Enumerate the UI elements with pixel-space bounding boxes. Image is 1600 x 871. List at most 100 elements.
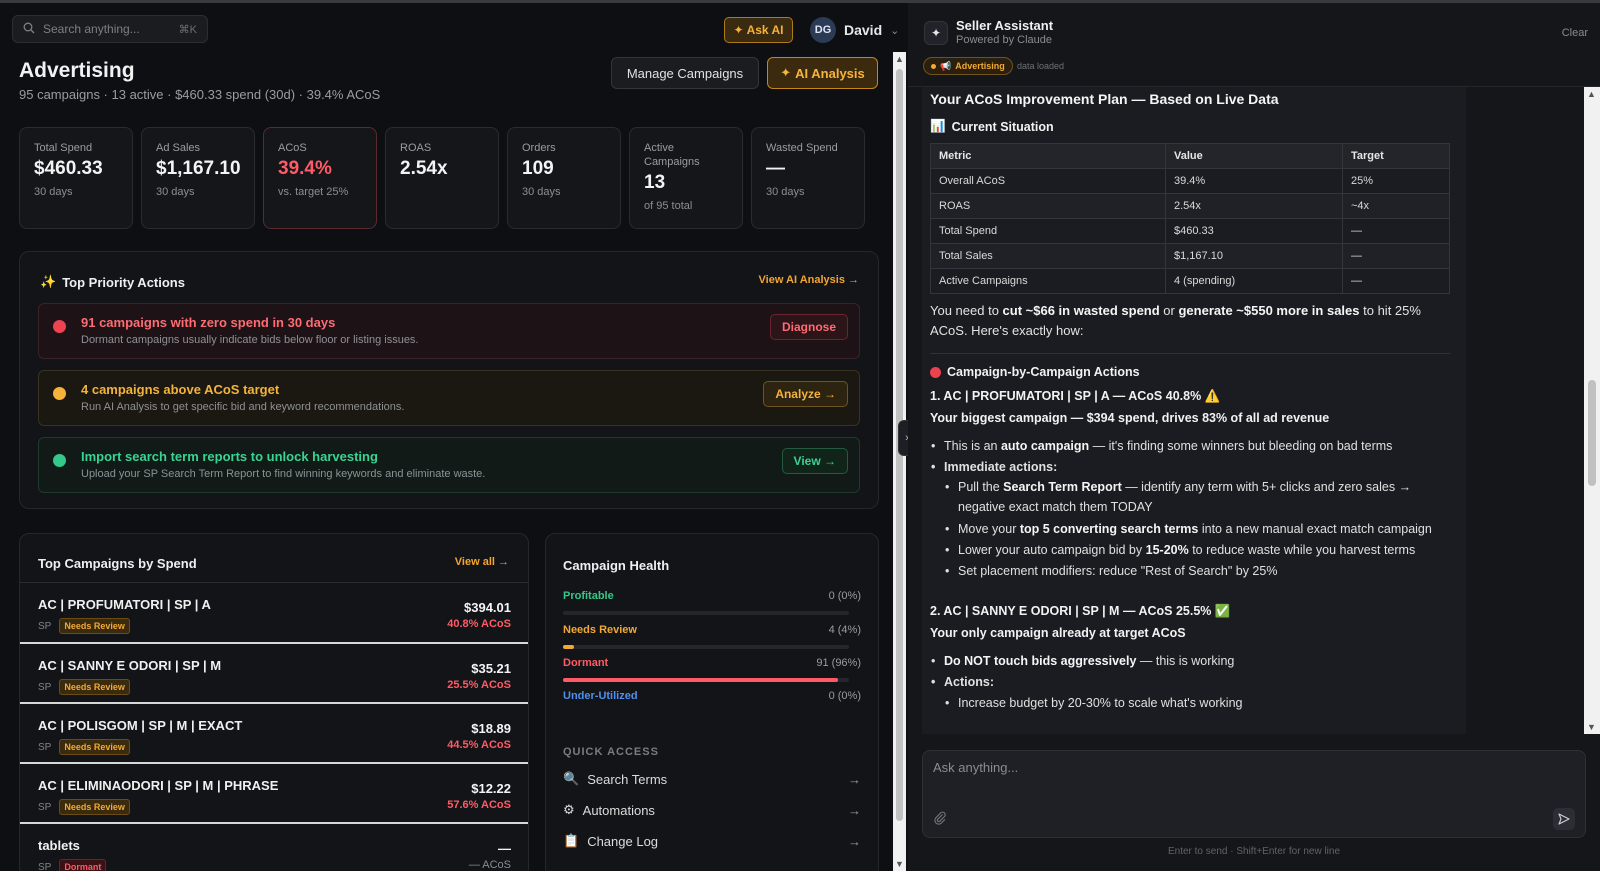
clipboard-icon: 📋 xyxy=(563,833,580,848)
table-row[interactable]: AC | SANNY E ODORI | SP | M SP Needs Rev… xyxy=(20,642,528,702)
send-icon[interactable] xyxy=(1553,808,1575,830)
priority-actions-panel: ✨ Top Priority Actions View AI Analysis … xyxy=(19,251,879,509)
health-bar xyxy=(563,645,849,649)
scroll-up-icon[interactable]: ▲ xyxy=(895,54,904,64)
manage-campaigns-button[interactable]: Manage Campaigns xyxy=(611,57,759,89)
scroll-up-icon[interactable]: ▲ xyxy=(1587,89,1596,99)
table-row[interactable]: AC | ELIMINAODORI | SP | M | PHRASE SP N… xyxy=(20,762,528,822)
chat-scrollbar[interactable]: ▲ ▼ xyxy=(1584,87,1600,734)
attach-icon[interactable] xyxy=(934,811,946,828)
ask-ai-button[interactable]: ✦ Ask AI xyxy=(724,17,793,43)
stat-sub: 30 days xyxy=(34,186,73,198)
stat-label: Ad Sales xyxy=(156,142,201,154)
scroll-down-icon[interactable]: ▼ xyxy=(895,859,904,869)
bold-text: 15-20% xyxy=(1145,543,1189,557)
action-desc: Dormant campaigns usually indicate bids … xyxy=(81,334,419,346)
bullet-item: This is an auto campaign — it's finding … xyxy=(931,436,1450,456)
top-campaigns-panel: Top Campaigns by Spend View all → AC | P… xyxy=(19,533,529,871)
arrow-right-icon: → xyxy=(848,833,861,849)
section-title: Campaign-by-Campaign Actions xyxy=(947,365,1140,379)
search-placeholder: Search anything... xyxy=(43,22,140,36)
stat-ad-sales: Ad Sales $1,167.10 30 days xyxy=(141,127,255,229)
campaign-meta: SP Needs Review xyxy=(38,739,130,755)
table-cell: 4 (spending) xyxy=(1165,268,1343,294)
assistant-message: Your ACoS Improvement Plan — Based on Li… xyxy=(922,87,1466,734)
stat-orders: Orders 109 30 days xyxy=(507,127,621,229)
health-row-profitable[interactable]: Profitable 0 (0%) xyxy=(563,590,861,615)
arrow-right-icon: → xyxy=(848,771,861,787)
global-search[interactable]: Search anything... ⌘K xyxy=(12,15,208,43)
top-campaigns-title: Top Campaigns by Spend xyxy=(38,556,197,571)
campaign-type: SP xyxy=(38,681,52,693)
left-scrollbar[interactable]: ▲ ▼ xyxy=(893,52,906,871)
campaign-acos: 40.8% ACoS xyxy=(447,618,511,630)
ai-analysis-label: AI Analysis xyxy=(795,65,865,81)
stat-label: ACoS xyxy=(278,142,307,154)
chat-input[interactable]: Ask anything... xyxy=(922,750,1586,838)
stat-sub: 30 days xyxy=(766,186,805,198)
stat-value: — xyxy=(766,158,785,179)
view-button[interactable]: View → xyxy=(781,448,848,474)
ai-analysis-button[interactable]: ✦ AI Analysis xyxy=(767,57,878,89)
sub-bullet-item: Move your top 5 converting search terms … xyxy=(945,519,1450,539)
assistant-title: Seller Assistant xyxy=(956,18,1054,33)
health-row-needs-review[interactable]: Needs Review 4 (4%) xyxy=(563,624,861,649)
text: — this is working xyxy=(1136,654,1235,668)
status-badge: Needs Review xyxy=(59,739,130,755)
view-all-link[interactable]: View all → xyxy=(454,556,509,568)
table-row[interactable]: AC | PROFUMATORI | SP | A SP Needs Revie… xyxy=(20,582,528,642)
chevron-right-icon: › xyxy=(905,432,909,444)
status-badge: Needs Review xyxy=(59,799,130,815)
red-circle-icon xyxy=(930,366,941,378)
action-desc: Upload your SP Search Term Report to fin… xyxy=(81,468,486,480)
clear-button[interactable]: Clear xyxy=(1561,27,1588,39)
text: — it's finding some winners but bleeding… xyxy=(1089,439,1393,453)
action-title: 4 campaigns above ACoS target xyxy=(81,382,280,397)
sub-bullet-item: Increase budget by 20-30% to scale what'… xyxy=(945,693,1450,713)
diagnose-button[interactable]: Diagnose xyxy=(769,314,848,340)
campaign-type: SP xyxy=(38,861,52,871)
scroll-down-icon[interactable]: ▼ xyxy=(1587,722,1596,732)
table-cell: Overall ACoS xyxy=(930,168,1166,194)
bold-text: cut ~$66 in wasted spend xyxy=(1002,303,1160,318)
quick-access-automations[interactable]: ⚙ Automations → xyxy=(563,802,861,818)
status-dot-icon xyxy=(931,63,936,69)
bullet-item: Immediate actions: xyxy=(931,457,1057,477)
campaign-type: SP xyxy=(38,620,52,632)
stat-value: 39.4% xyxy=(278,158,332,179)
context-tag-label: Advertising xyxy=(955,61,1005,71)
scroll-thumb[interactable] xyxy=(1588,380,1596,486)
table-row[interactable]: AC | POLISGOM | SP | M | EXACT SP Needs … xyxy=(20,702,528,762)
health-row-dormant[interactable]: Dormant 91 (96%) xyxy=(563,657,861,682)
table-cell: ROAS xyxy=(930,193,1166,219)
data-loaded-label: data loaded xyxy=(1017,61,1065,71)
context-tag[interactable]: 📢 Advertising xyxy=(923,57,1013,75)
stat-value: 13 xyxy=(644,172,666,193)
health-value: 0 (0%) xyxy=(828,690,861,702)
action-title: Import search term reports to unlock har… xyxy=(81,449,378,464)
campaign-type: SP xyxy=(38,741,52,753)
quick-access-label: Change Log xyxy=(587,833,659,849)
table-header: Value xyxy=(1165,143,1343,169)
view-ai-analysis-link[interactable]: View AI Analysis → xyxy=(758,274,859,286)
table-row[interactable]: tablets SP Dormant — — ACoS xyxy=(20,822,528,871)
bold-text: auto campaign xyxy=(1000,439,1090,453)
analyze-button[interactable]: Analyze → xyxy=(763,381,848,407)
bullet-item: Do NOT touch bids aggressively — this is… xyxy=(931,651,1450,671)
red-status-dot-icon xyxy=(53,320,66,333)
health-bar-fill xyxy=(563,678,838,682)
quick-access-search-terms[interactable]: 🔍 Search Terms → xyxy=(563,771,861,787)
health-value: 4 (4%) xyxy=(828,624,861,636)
search-shortcut: ⌘K xyxy=(178,23,197,36)
user-menu[interactable]: DG David ⌄ xyxy=(810,17,899,43)
text: You need to xyxy=(930,303,1003,318)
quick-access-change-log[interactable]: 📋 Change Log → xyxy=(563,833,861,849)
sparkles-icon: ✨ xyxy=(40,274,57,289)
health-row-under-utilized[interactable]: Under-Utilized 0 (0%) xyxy=(563,690,861,702)
campaign-meta: SP Needs Review xyxy=(38,679,130,695)
campaign-type: SP xyxy=(38,801,52,813)
campaign-2-subtitle: Your only campaign already at target ACo… xyxy=(930,626,1186,640)
current-situation-heading: 📊 Current Situation xyxy=(930,119,1054,134)
sparkle-icon: ✦ xyxy=(780,65,792,80)
divider xyxy=(930,353,1450,354)
